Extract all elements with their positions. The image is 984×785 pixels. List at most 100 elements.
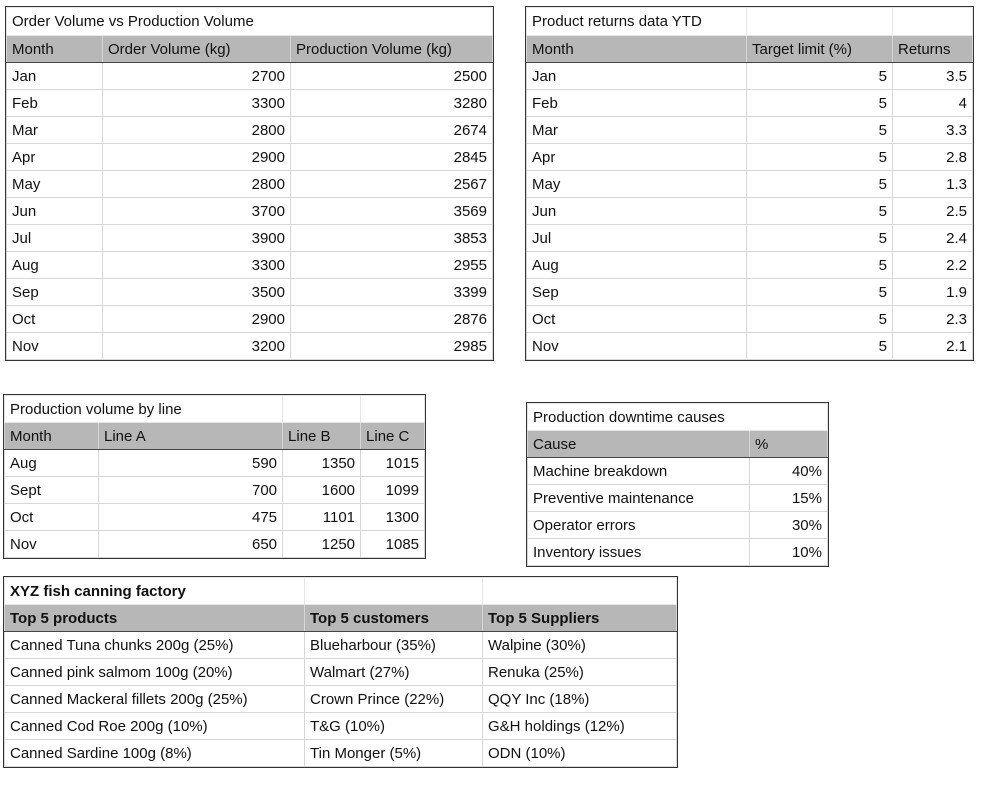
table-cell[interactable]: 4	[892, 89, 973, 117]
table-cell[interactable]: 5	[746, 197, 893, 225]
table-cell[interactable]: 3399	[290, 278, 493, 306]
table-cell[interactable]: 475	[97, 503, 284, 531]
column-header[interactable]: %	[749, 430, 828, 458]
table-cell[interactable]: 3900	[102, 224, 291, 252]
table-cell[interactable]: 5	[746, 170, 893, 198]
table-cell[interactable]: Blueharbour (35%)	[304, 631, 483, 659]
table-cell[interactable]: 2.4	[892, 224, 973, 252]
table-cell[interactable]: 1250	[282, 530, 362, 558]
table-cell[interactable]: 1600	[282, 476, 362, 504]
table-cell[interactable]: 3700	[102, 197, 291, 225]
table-cell[interactable]: 3569	[290, 197, 493, 225]
table-cell[interactable]: Jul	[6, 224, 103, 252]
column-header[interactable]: Target limit (%)	[746, 35, 893, 63]
table-cell[interactable]: QQY Inc (18%)	[482, 685, 677, 713]
table-cell[interactable]: 3853	[290, 224, 493, 252]
table-cell[interactable]: Oct	[6, 305, 103, 333]
table-cell[interactable]: 1300	[360, 503, 426, 531]
table-cell[interactable]: 5	[746, 332, 893, 360]
column-header[interactable]: Line A	[97, 422, 284, 450]
table-cell[interactable]: 1015	[360, 449, 426, 477]
table-cell[interactable]: Canned pink salmom 100g (20%)	[4, 658, 305, 686]
table-cell[interactable]: Mar	[526, 116, 747, 144]
table-cell[interactable]: Walpine (30%)	[482, 631, 677, 659]
table-cell[interactable]: 1099	[360, 476, 426, 504]
table-cell[interactable]: Crown Prince (22%)	[304, 685, 483, 713]
table-cell[interactable]: ODN (10%)	[482, 739, 677, 767]
table-cell[interactable]: 2845	[290, 143, 493, 171]
table-cell[interactable]: Apr	[6, 143, 103, 171]
table-cell[interactable]: 3280	[290, 89, 493, 117]
table-cell[interactable]: 3200	[102, 332, 291, 360]
table-cell[interactable]: Canned Cod Roe 200g (10%)	[4, 712, 305, 740]
table-cell[interactable]: 2955	[290, 251, 493, 279]
table-cell[interactable]: Mar	[6, 116, 103, 144]
table-cell[interactable]: 2.2	[892, 251, 973, 279]
table-cell[interactable]: Jun	[6, 197, 103, 225]
table-cell[interactable]: Apr	[526, 143, 747, 171]
table-cell[interactable]: 5	[746, 251, 893, 279]
column-header[interactable]: Returns	[892, 35, 973, 63]
table-cell[interactable]: 1350	[282, 449, 362, 477]
table-cell[interactable]: 2674	[290, 116, 493, 144]
table-cell[interactable]: 2567	[290, 170, 493, 198]
table-cell[interactable]: 650	[97, 530, 284, 558]
table-cell[interactable]: Jun	[526, 197, 747, 225]
table-cell[interactable]: Operator errors	[527, 511, 750, 539]
table-cell[interactable]: Jan	[6, 62, 103, 90]
table-cell[interactable]: 2800	[102, 170, 291, 198]
table-cell[interactable]: 3300	[102, 251, 291, 279]
table-cell[interactable]: Jul	[526, 224, 747, 252]
column-header[interactable]: Month	[6, 35, 103, 63]
table-cell[interactable]: 5	[746, 89, 893, 117]
table-cell[interactable]: Nov	[6, 332, 103, 360]
table-cell[interactable]: Aug	[4, 449, 99, 477]
table-cell[interactable]: 1101	[282, 503, 362, 531]
table-cell[interactable]: 5	[746, 116, 893, 144]
table-cell[interactable]: Sep	[6, 278, 103, 306]
table-cell[interactable]: Machine breakdown	[527, 457, 750, 485]
table-cell[interactable]: 5	[746, 143, 893, 171]
table-cell[interactable]: 2800	[102, 116, 291, 144]
table-cell[interactable]: Oct	[4, 503, 99, 531]
table-cell[interactable]: 2900	[102, 143, 291, 171]
table-cell[interactable]: 5	[746, 305, 893, 333]
table-cell[interactable]: 2700	[102, 62, 291, 90]
table-cell[interactable]: Sept	[4, 476, 99, 504]
table-cell[interactable]: Canned Mackeral fillets 200g (25%)	[4, 685, 305, 713]
table-cell[interactable]: 2.5	[892, 197, 973, 225]
table-cell[interactable]: Feb	[526, 89, 747, 117]
column-header[interactable]: Month	[4, 422, 99, 450]
table-cell[interactable]: 2.1	[892, 332, 973, 360]
table-cell[interactable]: Inventory issues	[527, 538, 750, 566]
table-cell[interactable]: 1085	[360, 530, 426, 558]
table-cell[interactable]: 2500	[290, 62, 493, 90]
table-cell[interactable]: Nov	[526, 332, 747, 360]
table-cell[interactable]: 1.3	[892, 170, 973, 198]
column-header[interactable]: Line C	[360, 422, 426, 450]
column-header[interactable]: Month	[526, 35, 747, 63]
column-header[interactable]: Order Volume (kg)	[102, 35, 291, 63]
table-cell[interactable]: Tin Monger (5%)	[304, 739, 483, 767]
table-cell[interactable]: 40%	[749, 457, 828, 485]
table-cell[interactable]: 2876	[290, 305, 493, 333]
table-cell[interactable]: Jan	[526, 62, 747, 90]
table-cell[interactable]: 2.8	[892, 143, 973, 171]
column-header[interactable]: Top 5 products	[4, 604, 305, 632]
table-cell[interactable]: 3.5	[892, 62, 973, 90]
table-cell[interactable]: May	[6, 170, 103, 198]
table-cell[interactable]: 5	[746, 224, 893, 252]
table-cell[interactable]: 2.3	[892, 305, 973, 333]
column-header[interactable]: Top 5 customers	[304, 604, 483, 632]
table-cell[interactable]: G&H holdings (12%)	[482, 712, 677, 740]
table-cell[interactable]: 2900	[102, 305, 291, 333]
table-cell[interactable]: 3.3	[892, 116, 973, 144]
table-cell[interactable]: T&G (10%)	[304, 712, 483, 740]
column-header[interactable]: Production Volume (kg)	[290, 35, 493, 63]
column-header[interactable]: Cause	[527, 430, 750, 458]
table-cell[interactable]: Canned Sardine 100g (8%)	[4, 739, 305, 767]
table-cell[interactable]: Oct	[526, 305, 747, 333]
table-cell[interactable]: 10%	[749, 538, 828, 566]
table-cell[interactable]: Preventive maintenance	[527, 484, 750, 512]
table-cell[interactable]: 5	[746, 278, 893, 306]
